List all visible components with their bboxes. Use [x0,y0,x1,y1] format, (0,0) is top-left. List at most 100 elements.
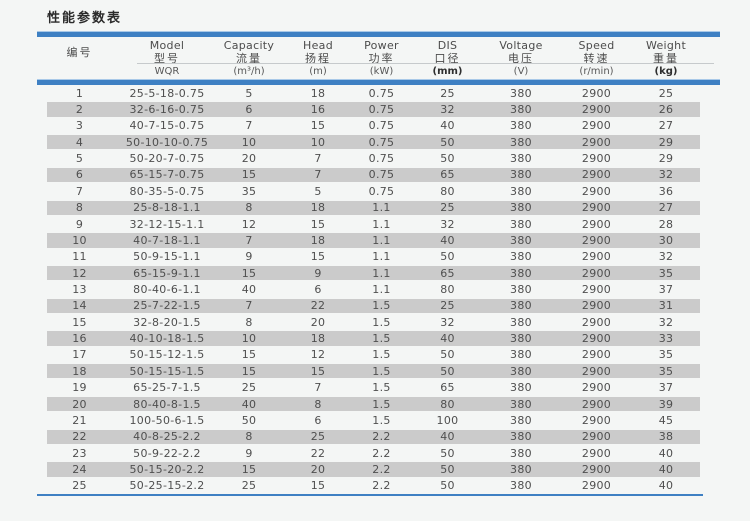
table-cell: 10 [241,135,257,149]
table-cell: 40 [658,479,674,493]
table-cell: 80-40-8-1.5 [133,397,201,411]
table-cell: 380 [510,479,532,493]
table-cell: 1 [75,86,84,100]
table-cell: 80-35-5-0.75 [129,184,205,198]
table-cell: 35 [658,364,674,378]
table-cell: 2900 [581,348,612,362]
table-cell: 50-15-12-1.5 [129,348,205,362]
table-cell: 40 [440,233,455,247]
table-cell: 1.1 [372,201,391,215]
table-cell: 2900 [581,135,612,149]
table-cell: 380 [510,250,532,264]
table-row: 8 25-8-18-1.1 8 18 1.1 25 380 2900 27 [37,200,720,216]
header-top-divider [37,31,720,37]
column-header-zh: 转速 [583,51,610,65]
table-row: 14 25-7-22-1.5 7 22 1.5 25 380 2900 31 [37,298,720,314]
table-cell: 12 [241,217,257,231]
table-cell: 1.5 [372,315,391,329]
table-cell: 25 [658,86,674,100]
column-header-en: Speed [578,38,615,52]
table-cell: 31 [658,299,674,313]
table-cell: 5 [245,86,253,100]
table-cell: 20 [241,152,257,166]
table-cell: 6 [75,168,84,182]
table-cell: 1.5 [372,381,391,395]
table-row: 23 50-9-22-2.2 9 22 2.2 50 380 2900 40 [37,445,720,461]
table-cell: 380 [510,201,532,215]
table-cell: 380 [510,397,532,411]
table-cell: 0.75 [368,103,395,117]
table-cell: 40-7-18-1.1 [133,233,201,247]
table-cell: 50 [440,446,455,460]
table-cell: 380 [510,348,532,362]
table-cell: 1.1 [372,266,391,280]
table-row: 1 25-5-18-0.75 5 18 0.75 25 380 2900 25 [37,85,720,101]
table-cell: 2900 [581,332,612,346]
table-cell: 19 [72,381,87,395]
table-cell: 29 [658,135,674,149]
table-cell: 45 [658,413,674,427]
table-cell: 8 [245,430,253,444]
table-row: 21 100-50-6-1.5 50 6 1.5 100 380 2900 45 [37,412,720,428]
table-cell: 50-10-10-0.75 [125,135,209,149]
table-cell: 15 [310,250,326,264]
table-cell: 2900 [581,462,612,476]
table-cell: 2.2 [372,479,391,493]
column-header: Capacity 流量 [212,39,286,65]
table-cell: 25 [440,86,455,100]
table-cell: 18 [72,364,87,378]
table-cell: 380 [510,266,532,280]
table-cell: 37 [658,381,674,395]
table-cell: 23 [72,446,87,460]
table-cell: 12 [310,348,326,362]
table-cell: 15 [310,119,326,133]
table-cell: 8 [314,397,322,411]
table-cell: 28 [658,217,674,231]
table-cell: 380 [510,364,532,378]
table-cell: 27 [658,201,674,215]
table-cell: 2.2 [372,462,391,476]
table-cell: 0.75 [368,119,395,133]
table-cell: 380 [510,381,532,395]
table-cell: 65 [440,168,455,182]
table-cell: 65-15-9-1.1 [133,266,201,280]
table-cell: 65-15-7-0.75 [129,168,205,182]
table-cell: 50-25-15-2.2 [129,479,205,493]
table-cell: 21 [72,413,87,427]
table-cell: 50-15-20-2.2 [129,462,205,476]
table-cell: 2900 [581,152,612,166]
table-cell: 2900 [581,430,612,444]
table-cell: 0.75 [368,152,395,166]
column-unit: (kW) [369,66,394,77]
table-cell: 380 [510,119,532,133]
table-cell: 32-8-20-1.5 [133,315,201,329]
table-row: 6 65-15-7-0.75 15 7 0.75 65 380 2900 32 [37,167,720,183]
table-row: 19 65-25-7-1.5 25 7 1.5 65 380 2900 37 [37,379,720,395]
table-cell: 1.5 [372,299,391,313]
column-header: Head 扬程 [286,39,350,65]
table-cell: 25 [72,479,87,493]
table-cell: 10 [72,233,87,247]
table-cell: 25-7-22-1.5 [133,299,201,313]
table-cell: 50-20-7-0.75 [129,152,205,166]
table-cell: 32 [440,103,455,117]
table-cell: 380 [510,184,532,198]
column-header-zh: 功率 [368,51,395,65]
table-cell: 33 [658,332,674,346]
header-bottom-divider [37,79,720,85]
table-cell: 9 [245,250,253,264]
column-unit: (kg) [654,66,678,77]
table-cell: 38 [658,430,674,444]
table-cell: 15 [310,364,326,378]
table-cell: 50 [440,348,455,362]
table-cell: 10 [310,135,326,149]
column-header: DIS 口径 [413,39,482,65]
table-cell: 2.2 [372,446,391,460]
table-cell: 50-9-22-2.2 [133,446,201,460]
table-cell: 39 [658,397,674,411]
table-cell: 40 [440,430,455,444]
table-cell: 32 [658,250,674,264]
table-cell: 65 [440,266,455,280]
column-header-en: Voltage [499,38,543,52]
column-unit: (m³/h) [233,66,265,77]
